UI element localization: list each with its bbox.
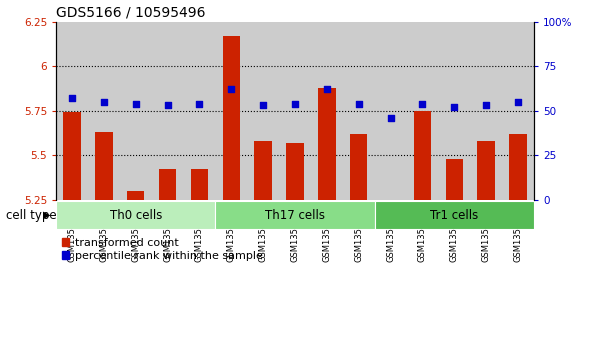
Text: Th17 cells: Th17 cells xyxy=(265,209,325,221)
Point xyxy=(450,104,459,110)
Point xyxy=(386,115,395,121)
Point xyxy=(290,101,300,106)
Bar xyxy=(286,143,304,200)
Bar xyxy=(159,170,176,200)
Point xyxy=(418,101,427,106)
Legend: transformed count, percentile rank within the sample: transformed count, percentile rank withi… xyxy=(61,238,263,261)
Bar xyxy=(279,22,311,200)
Point xyxy=(99,99,109,105)
Bar xyxy=(470,22,502,200)
Text: ▶: ▶ xyxy=(43,210,51,220)
Bar xyxy=(63,113,81,200)
Bar xyxy=(120,22,152,200)
Bar xyxy=(215,201,375,229)
Bar xyxy=(95,132,113,200)
Point xyxy=(354,101,363,106)
Bar xyxy=(222,36,240,200)
Bar xyxy=(438,22,470,200)
Bar xyxy=(152,22,183,200)
Bar xyxy=(191,170,208,200)
Text: cell type: cell type xyxy=(6,209,57,221)
Point xyxy=(163,102,172,108)
Bar xyxy=(445,159,463,200)
Bar xyxy=(56,22,88,200)
Bar xyxy=(477,141,495,200)
Point xyxy=(258,102,268,108)
Bar xyxy=(183,22,215,200)
Bar xyxy=(56,201,215,229)
Bar xyxy=(509,134,527,200)
Bar xyxy=(407,22,438,200)
Bar xyxy=(382,200,399,201)
Bar xyxy=(350,134,368,200)
Bar xyxy=(247,22,279,200)
Point xyxy=(322,86,332,92)
Point xyxy=(227,86,236,92)
Text: Tr1 cells: Tr1 cells xyxy=(430,209,478,221)
Point xyxy=(195,101,204,106)
Bar xyxy=(375,22,407,200)
Text: Th0 cells: Th0 cells xyxy=(110,209,162,221)
Bar xyxy=(343,22,375,200)
Bar xyxy=(414,111,431,200)
Point xyxy=(481,102,491,108)
Bar xyxy=(215,22,247,200)
Bar xyxy=(502,22,534,200)
Bar xyxy=(318,87,336,200)
Bar xyxy=(311,22,343,200)
Point xyxy=(67,95,77,101)
Point xyxy=(513,99,523,105)
Text: GDS5166 / 10595496: GDS5166 / 10595496 xyxy=(56,5,205,19)
Bar xyxy=(254,141,272,200)
Bar xyxy=(375,201,534,229)
Point xyxy=(131,101,140,106)
Bar xyxy=(127,191,145,200)
Bar xyxy=(88,22,120,200)
